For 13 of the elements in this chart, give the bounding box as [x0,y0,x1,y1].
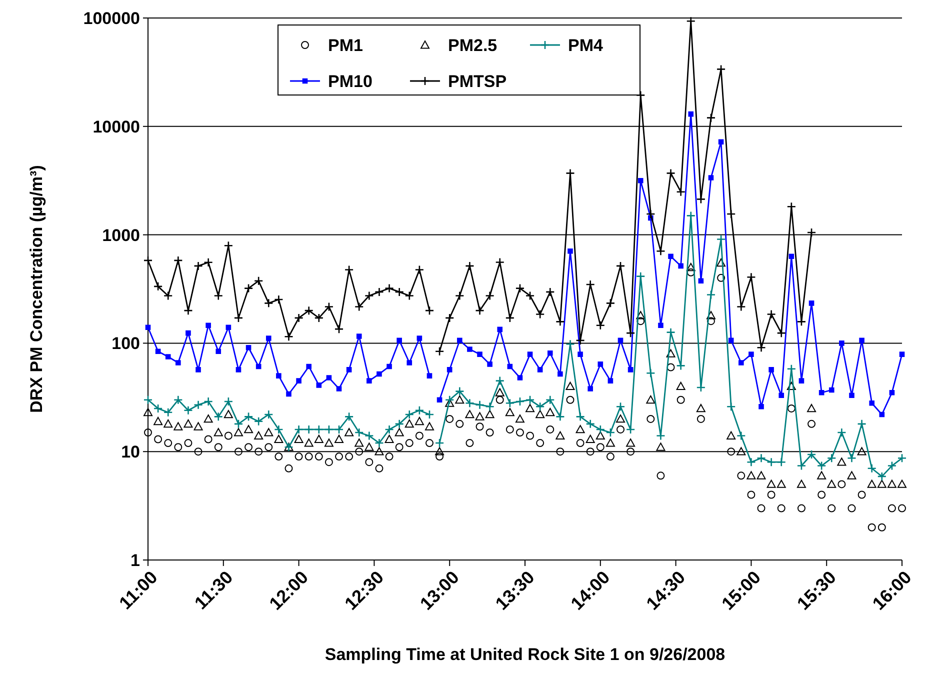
legend-label: PM4 [568,36,604,55]
legend-label: PM10 [328,72,372,91]
y-tick-label: 100000 [83,8,140,28]
y-tick-label: 10 [121,442,140,462]
y-tick-label: 10000 [92,117,140,136]
y-axis-title: DRX PM Concentration (µg/m³) [27,165,46,413]
y-tick-label: 1 [130,550,140,570]
x-axis-title: Sampling Time at United Rock Site 1 on 9/26/2008 [324,645,726,664]
legend-label: PMTSP [448,72,507,91]
legend-label: PM1 [328,36,363,55]
y-tick-label: 1000 [102,226,140,245]
legend-label: PM2.5 [448,36,498,55]
y-tick-label: 100 [112,334,140,354]
